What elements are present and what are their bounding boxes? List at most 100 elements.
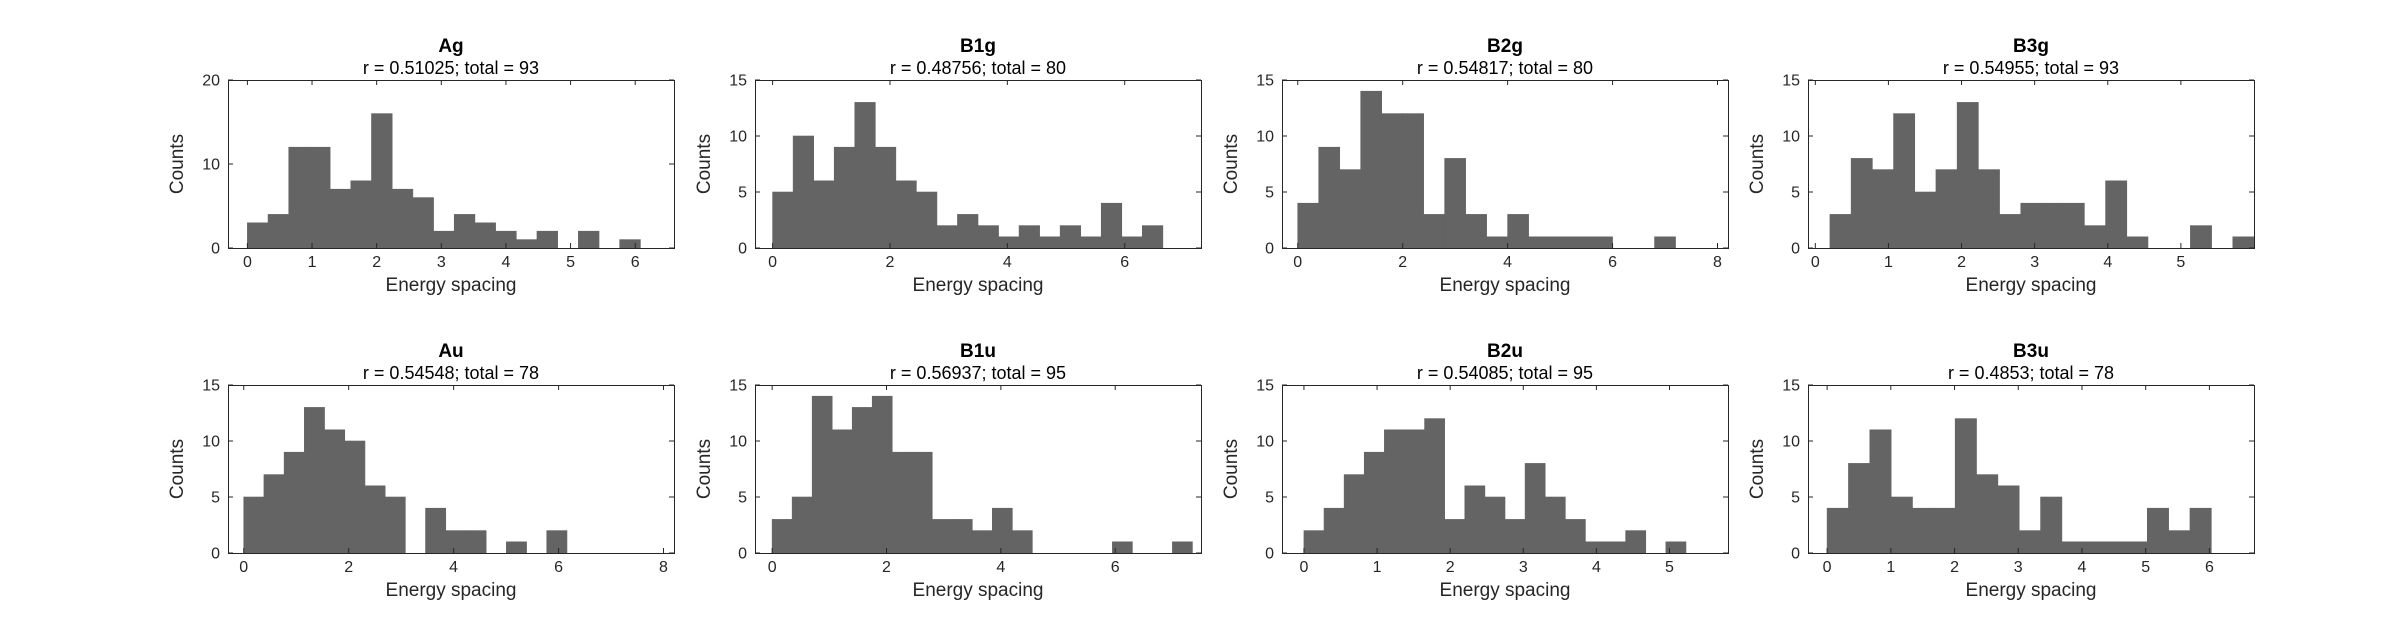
histogram-bar [831,429,853,554]
histogram-bar [2082,541,2105,554]
histogram-bar [2232,236,2255,249]
histogram-bar [2084,225,2106,249]
y-tick-label: 10 [1256,434,1274,451]
histogram-bar [329,188,352,249]
x-tick-label: 3 [1519,559,1528,576]
histogram-bar [1591,236,1613,249]
histogram-bar [391,188,414,249]
chart-subtitle: r = 0.48756; total = 80 [890,58,1066,78]
x-tick-label: 0 [1299,559,1308,576]
histogram-bar [425,507,447,554]
histogram-bar [1444,519,1466,554]
histogram-bar [465,530,487,554]
x-axis-label: Energy spacing [913,275,1044,296]
y-tick-label: 20 [202,73,220,90]
y-axis-label: Counts [1747,439,1768,499]
histogram-bar [1654,236,1676,249]
y-tick-label: 15 [1782,73,1800,90]
histogram-bar [792,135,814,249]
chart-title: B3u [2013,341,2049,362]
histogram-bar [324,429,346,554]
histogram-bar [931,519,953,554]
x-tick-label: 0 [768,254,777,271]
y-tick-label: 0 [211,241,220,258]
x-tick-label: 3 [2014,559,2023,576]
y-tick-label: 15 [1256,378,1274,395]
histogram-bar [243,496,265,554]
histogram-bar [1303,530,1325,554]
chart-subtitle: r = 0.56937; total = 95 [890,363,1066,383]
histogram-bar [1297,202,1320,249]
y-tick-label: 5 [1791,490,1800,507]
x-tick-label: 8 [659,559,668,576]
y-tick-label: 15 [202,378,220,395]
histogram-bar [1544,496,1566,554]
histogram-bar [1039,236,1061,249]
y-axis-label: Counts [694,439,715,499]
x-tick-label: 0 [243,254,252,271]
y-axis-label: Counts [167,134,188,194]
x-tick-label: 2 [344,559,353,576]
axes-box [1282,80,1729,249]
histogram-bar [304,407,325,554]
histogram-bar [811,395,833,554]
x-tick-label: 0 [768,559,777,576]
y-tick-label: 10 [1782,434,1800,451]
axes-box [1808,385,2255,554]
histogram-bar [1914,191,1937,249]
y-axis-label: Counts [1747,134,1768,194]
histogram-bar [474,222,496,249]
histogram-bar [2062,202,2085,249]
histogram-bar [515,239,538,249]
histogram-bar [578,230,600,249]
chart-title: Au [438,341,463,362]
axes-box [1808,80,2255,249]
histogram-bar [771,519,793,554]
y-tick-label: 5 [1265,490,1274,507]
histogram-bar [1402,113,1424,249]
y-tick-label: 5 [1791,185,1800,202]
y-tick-label: 15 [729,73,747,90]
histogram-bar [1976,474,1999,554]
x-axis-label: Energy spacing [1966,275,2097,296]
histogram-bar [871,395,893,554]
histogram-bar [1999,214,2022,249]
chart-subtitle: r = 0.54085; total = 95 [1417,363,1593,383]
histogram-bar [911,451,933,554]
histogram-bar [288,146,310,249]
histogram-bar [1625,530,1647,554]
x-axis-label: Energy spacing [1966,580,2097,601]
histogram-bar [772,191,794,249]
axes-box [1282,385,1729,554]
y-axis-label: Counts [167,439,188,499]
x-tick-label: 5 [2141,559,2150,576]
x-tick-label: 2 [886,254,895,271]
histogram-bar [936,225,958,249]
histogram-bar [1172,541,1193,554]
y-tick-label: 10 [1256,129,1274,146]
chart-subtitle: r = 0.54817; total = 80 [1417,58,1593,78]
histogram-bar [951,519,973,554]
x-tick-label: 2 [1446,559,1455,576]
histogram-bar [895,180,917,249]
x-tick-label: 0 [239,559,248,576]
x-tick-label: 5 [1665,559,1674,576]
x-axis-label: Energy spacing [913,580,1044,601]
histogram-bar [247,222,269,249]
x-tick-label: 5 [566,254,575,271]
histogram-bar [916,191,938,249]
y-tick-label: 10 [202,434,220,451]
histogram-bar [1528,236,1550,249]
histogram-bar [891,451,913,554]
y-axis-label: Counts [1221,439,1242,499]
axes-box [228,385,675,554]
x-tick-label: 6 [554,559,563,576]
x-tick-label: 1 [1884,254,1893,271]
x-tick-label: 4 [501,254,510,271]
histogram-bar [371,113,393,249]
